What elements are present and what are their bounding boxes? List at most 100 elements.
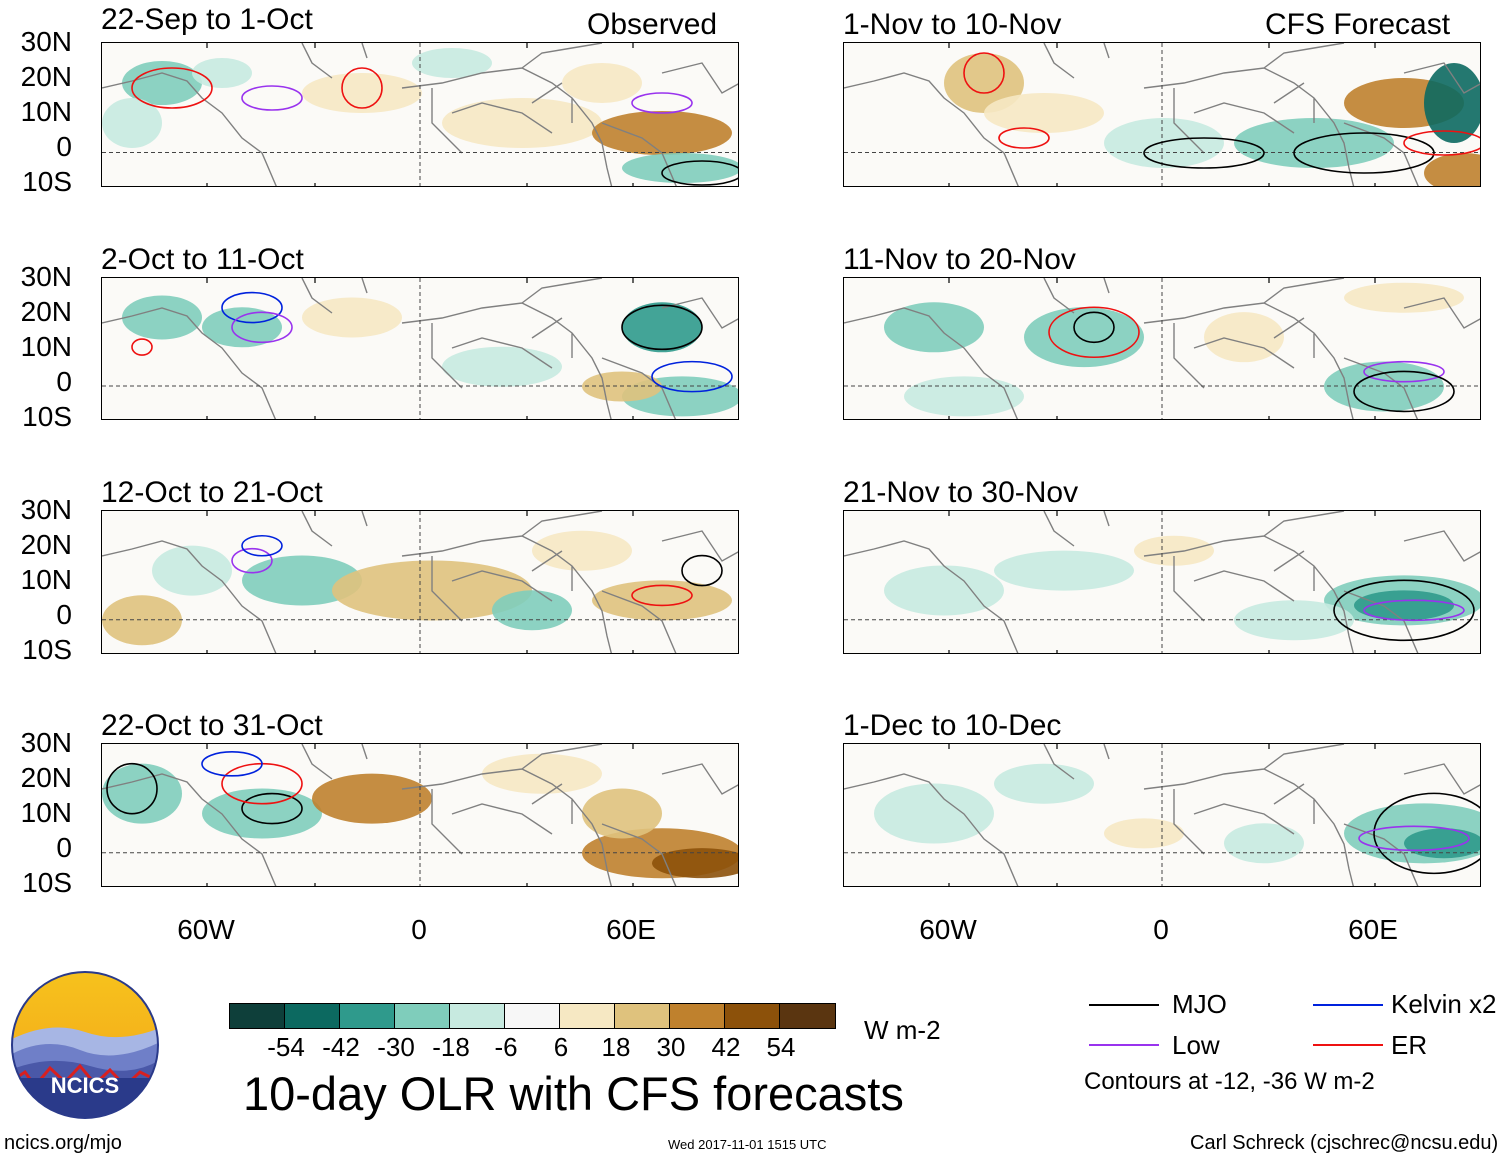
- wave-contour: [631, 92, 693, 114]
- map-obs-1: [101, 42, 739, 187]
- olr-anomaly-patch: [1224, 823, 1304, 864]
- lat-label-row3-0: 30N: [20, 494, 72, 525]
- wave-contour: [241, 85, 303, 111]
- lat-label-row4-2: 10N: [20, 797, 72, 829]
- colorbar: [229, 1003, 836, 1029]
- wave-contour: [661, 160, 738, 186]
- map-fc-1: [843, 42, 1481, 187]
- forecast-label: CFS Forecast: [1265, 8, 1451, 41]
- panel-title-fc-2: 11-Nov to 20-Nov: [843, 243, 1076, 276]
- olr-anomaly-patch: [412, 48, 492, 78]
- lat-label-row2-4: 10S: [22, 401, 72, 433]
- wave-contour: [241, 534, 283, 557]
- olr-anomaly-patch: [994, 763, 1094, 804]
- observed-label: Observed: [587, 8, 718, 41]
- lat-label-row1-2: 10N: [20, 96, 72, 128]
- olr-anomaly-patch: [582, 788, 662, 839]
- olr-anomaly-patch: [622, 302, 702, 353]
- map-obs-2: [101, 277, 739, 420]
- colorbar-label-9: 54: [766, 1032, 796, 1062]
- lat-label-row2-3: 0: [56, 366, 72, 398]
- wave-contour: [998, 127, 1050, 149]
- olr-anomaly-patch: [242, 555, 362, 606]
- map-fc-2: [843, 277, 1481, 420]
- lon-label-60e-right: 60E: [1348, 914, 1398, 945]
- footer-url: ncics.org/mjo: [4, 1132, 122, 1154]
- map-fc-3: [843, 510, 1481, 654]
- olr-anomaly-patch: [622, 153, 738, 183]
- olr-anomaly-patch: [1134, 535, 1214, 566]
- olr-anomaly-patch: [122, 61, 202, 105]
- olr-anomaly-patch: [884, 302, 984, 353]
- olr-anomaly-patch: [302, 297, 402, 338]
- coastline: [844, 744, 1480, 886]
- coastline: [102, 278, 738, 419]
- legend-line-low: [1089, 1044, 1159, 1046]
- wave-contour: [1358, 825, 1470, 852]
- wave-contour: [106, 762, 158, 815]
- olr-anomaly-patch: [592, 111, 732, 155]
- colorbar-swatch-5: [505, 1004, 560, 1028]
- coastline: [102, 744, 738, 886]
- wave-contour: [131, 338, 153, 356]
- olr-anomaly-patch: [1104, 118, 1224, 168]
- olr-anomaly-patch: [492, 590, 572, 631]
- colorbar-label-0: -54: [267, 1032, 305, 1062]
- wave-contour: [621, 304, 703, 351]
- logo-text: NCICS: [51, 1073, 119, 1098]
- lat-label-row4-0: 30N: [20, 727, 72, 758]
- colorbar-swatch-8: [670, 1004, 725, 1028]
- wave-contour: [241, 792, 303, 825]
- colorbar-units: W m-2: [864, 1015, 941, 1045]
- wave-contour: [1353, 370, 1455, 413]
- lon-label-0-left: 0: [411, 914, 427, 945]
- olr-anomaly-patch: [652, 848, 738, 879]
- colorbar-label-3: -18: [432, 1032, 470, 1062]
- wave-contour: [131, 67, 213, 109]
- olr-anomaly-patch: [312, 773, 432, 824]
- olr-anomaly-patch: [1104, 818, 1184, 849]
- olr-anomaly-patch: [532, 530, 632, 571]
- colorbar-label-7: 30: [656, 1032, 686, 1062]
- olr-anomaly-patch: [102, 763, 182, 824]
- lat-label-row3-2: 10N: [20, 564, 72, 596]
- lon-label-60w-left: 60W: [177, 914, 235, 945]
- map-obs-3: [101, 510, 739, 654]
- wave-contour: [1048, 306, 1140, 359]
- lat-label-row1-1: 20N: [20, 61, 72, 93]
- olr-anomaly-patch: [482, 753, 602, 794]
- colorbar-swatch-1: [285, 1004, 340, 1028]
- legend-line-kelvin: [1313, 1004, 1383, 1006]
- lat-label-row2-2: 10N: [20, 331, 72, 363]
- legend-line-mjo: [1089, 1004, 1159, 1006]
- legend-label-low: Low: [1172, 1030, 1220, 1060]
- lat-label-row3-3: 0: [56, 599, 72, 631]
- olr-anomaly-patch: [442, 98, 602, 148]
- wave-contour: [201, 751, 263, 777]
- contours-note: Contours at -12, -36 W m-2: [1084, 1068, 1375, 1095]
- wave-contour: [221, 291, 283, 324]
- coastline: [844, 43, 1480, 186]
- coastline: [844, 278, 1480, 419]
- olr-anomaly-patch: [1024, 307, 1144, 368]
- panel-title-obs-2: 2-Oct to 11-Oct: [101, 243, 304, 276]
- olr-anomaly-patch: [994, 550, 1134, 591]
- lat-label-row1-3: 0: [56, 131, 72, 163]
- wave-contour: [1143, 137, 1265, 169]
- wave-contour: [631, 584, 693, 607]
- coastline: [102, 511, 738, 653]
- olr-anomaly-patch: [202, 307, 282, 348]
- wave-contour: [681, 554, 723, 587]
- lat-label-row3-1: 20N: [20, 529, 72, 561]
- colorbar-label-1: -42: [322, 1032, 360, 1062]
- wave-contour: [1373, 792, 1480, 875]
- olr-anomaly-patch: [562, 63, 642, 103]
- olr-anomaly-patch: [984, 93, 1104, 133]
- wave-contour: [341, 67, 383, 109]
- wave-contour: [1333, 579, 1475, 642]
- legend-label-er: ER: [1391, 1030, 1428, 1060]
- footer-author: Carl Schreck (cjschrec@ncsu.edu): [1190, 1132, 1499, 1154]
- colorbar-label-2: -30: [377, 1032, 415, 1062]
- wave-contour: [1363, 360, 1445, 383]
- wave-contour: [1293, 132, 1435, 174]
